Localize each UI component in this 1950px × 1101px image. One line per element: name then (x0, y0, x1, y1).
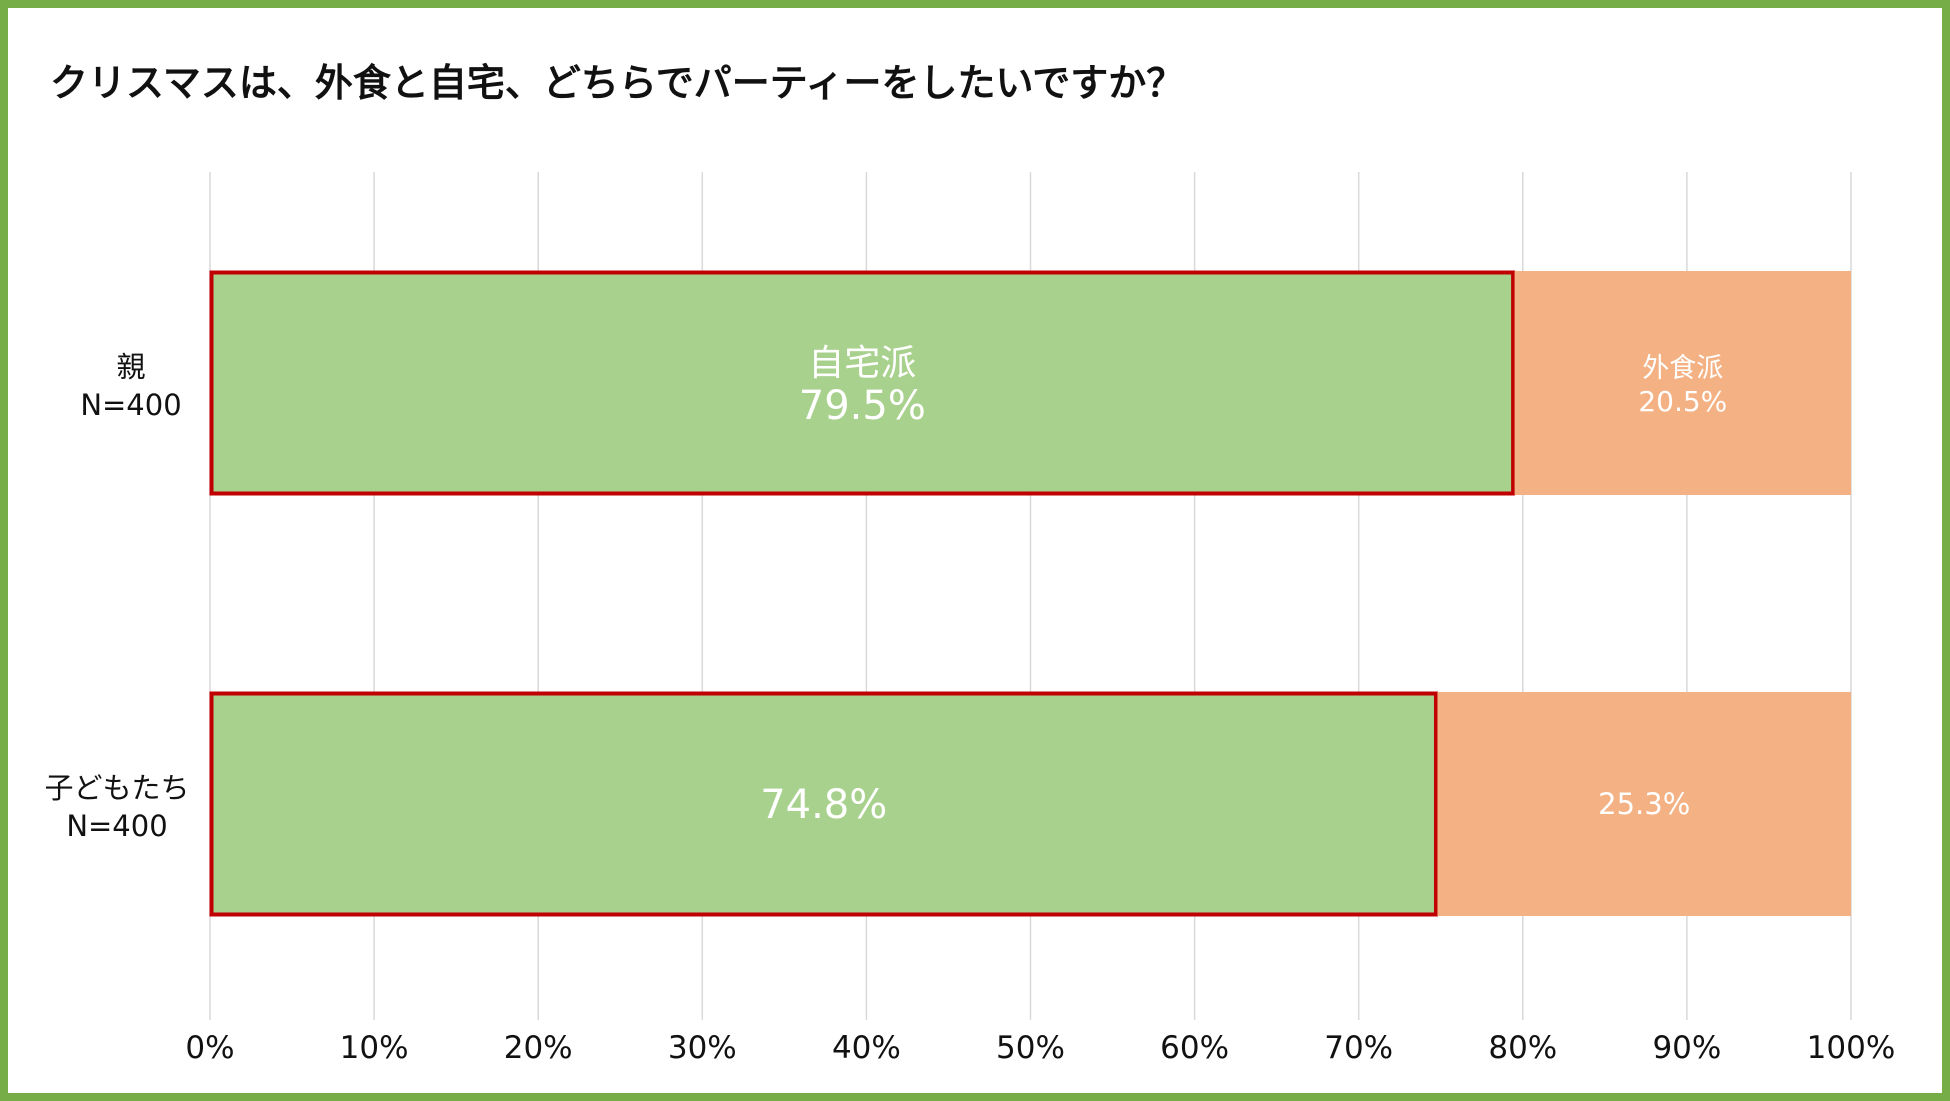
x-tick-label: 10% (340, 1030, 409, 1066)
x-tick-label: 50% (996, 1030, 1065, 1066)
bar-data-label: 74.8% (760, 782, 887, 828)
highlight-border (209, 691, 1438, 917)
bar-data-label: 自宅派 79.5% (799, 343, 926, 429)
x-tick-label: 0% (185, 1030, 234, 1066)
category-name: 親 (116, 350, 145, 384)
x-tick-label: 20% (504, 1030, 573, 1066)
x-tick-label: 100% (1807, 1030, 1896, 1066)
category-sample-size: N=400 (80, 388, 181, 422)
bar-segment (1514, 271, 1851, 495)
highlight-border (209, 270, 1516, 496)
x-tick-label: 60% (1160, 1030, 1229, 1066)
bars (209, 270, 1851, 917)
category-labels: 親 N=400 子どもたち N=400 (44, 350, 189, 843)
x-tick-label: 80% (1488, 1030, 1557, 1066)
category-sample-size: N=400 (66, 809, 167, 843)
series-name-label: 自宅派 (808, 343, 916, 384)
bar-segment (210, 692, 1438, 916)
category-label: 子どもたち N=400 (44, 771, 189, 843)
data-labels: 自宅派 79.5% 外食派 20.5% 74.8% 25.3% (760, 343, 1727, 828)
bar-segment (210, 271, 1515, 495)
x-tick-label: 70% (1324, 1030, 1393, 1066)
category-label: 親 N=400 (80, 350, 181, 422)
chart-title: クリスマスは、外食と自宅、どちらでパーティーをしたいですか？ (50, 61, 1185, 105)
x-tick-label: 90% (1652, 1030, 1721, 1066)
x-tick-label: 30% (668, 1030, 737, 1066)
value-label: 20.5% (1638, 385, 1727, 418)
category-name: 子どもたち (44, 771, 189, 805)
series-name-label: 外食派 (1642, 353, 1723, 384)
value-label: 79.5% (799, 383, 926, 429)
bar-data-label: 25.3% (1598, 787, 1690, 821)
bar-data-label: 外食派 20.5% (1638, 353, 1727, 418)
x-tick-label: 40% (832, 1030, 901, 1066)
bar-segment (1437, 692, 1851, 916)
x-tick-labels: 0% 10% 20% 30% 40% 50% 60% 70% 80% 90% 100% (185, 1030, 1895, 1066)
